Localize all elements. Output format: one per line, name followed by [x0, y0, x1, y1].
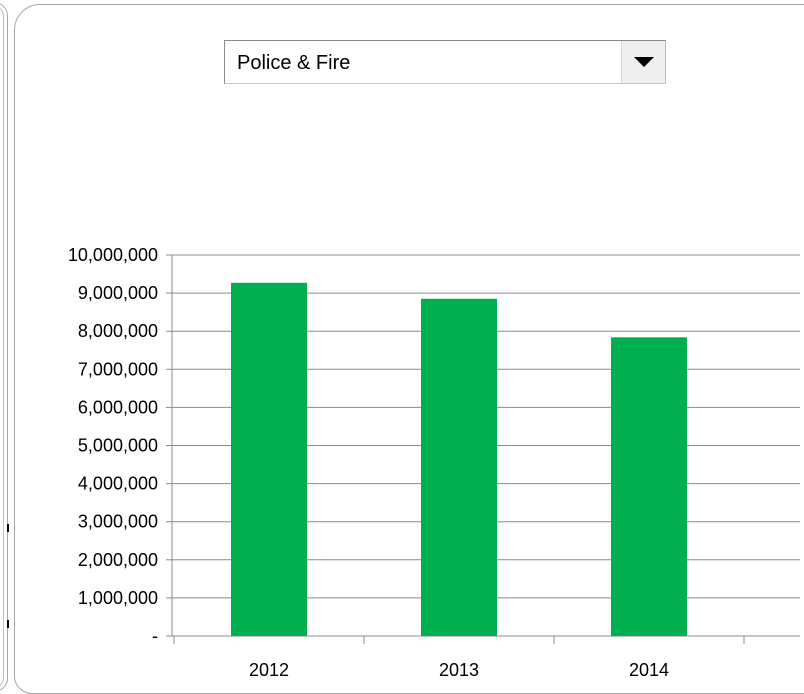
y-tick-label: 6,000,000	[78, 397, 158, 417]
x-tick-label: 2013	[439, 660, 479, 680]
y-tick-label: 4,000,000	[78, 474, 158, 494]
category-dropdown-value: Police & Fire	[237, 52, 351, 74]
category-dropdown[interactable]: Police & Fire	[224, 40, 666, 84]
y-tick-label: -	[152, 626, 158, 646]
y-tick-label: 9,000,000	[78, 283, 158, 303]
y-tick-label: 1,000,000	[78, 588, 158, 608]
y-tick-label: 8,000,000	[78, 321, 158, 341]
bar-2012	[231, 282, 307, 636]
x-tick-label: 2014	[629, 660, 669, 680]
bar-2014	[611, 337, 687, 636]
left-edge-mark	[7, 620, 9, 628]
chevron-down-icon[interactable]	[621, 41, 665, 83]
left-edge-mark	[7, 524, 9, 532]
y-tick-label: 10,000,000	[68, 245, 158, 265]
y-tick-label: 2,000,000	[78, 550, 158, 570]
y-tick-label: 3,000,000	[78, 512, 158, 532]
x-tick-label: 2012	[249, 660, 289, 680]
y-tick-label: 5,000,000	[78, 436, 158, 456]
y-tick-label: 7,000,000	[78, 359, 158, 379]
bar-2013	[421, 298, 497, 636]
